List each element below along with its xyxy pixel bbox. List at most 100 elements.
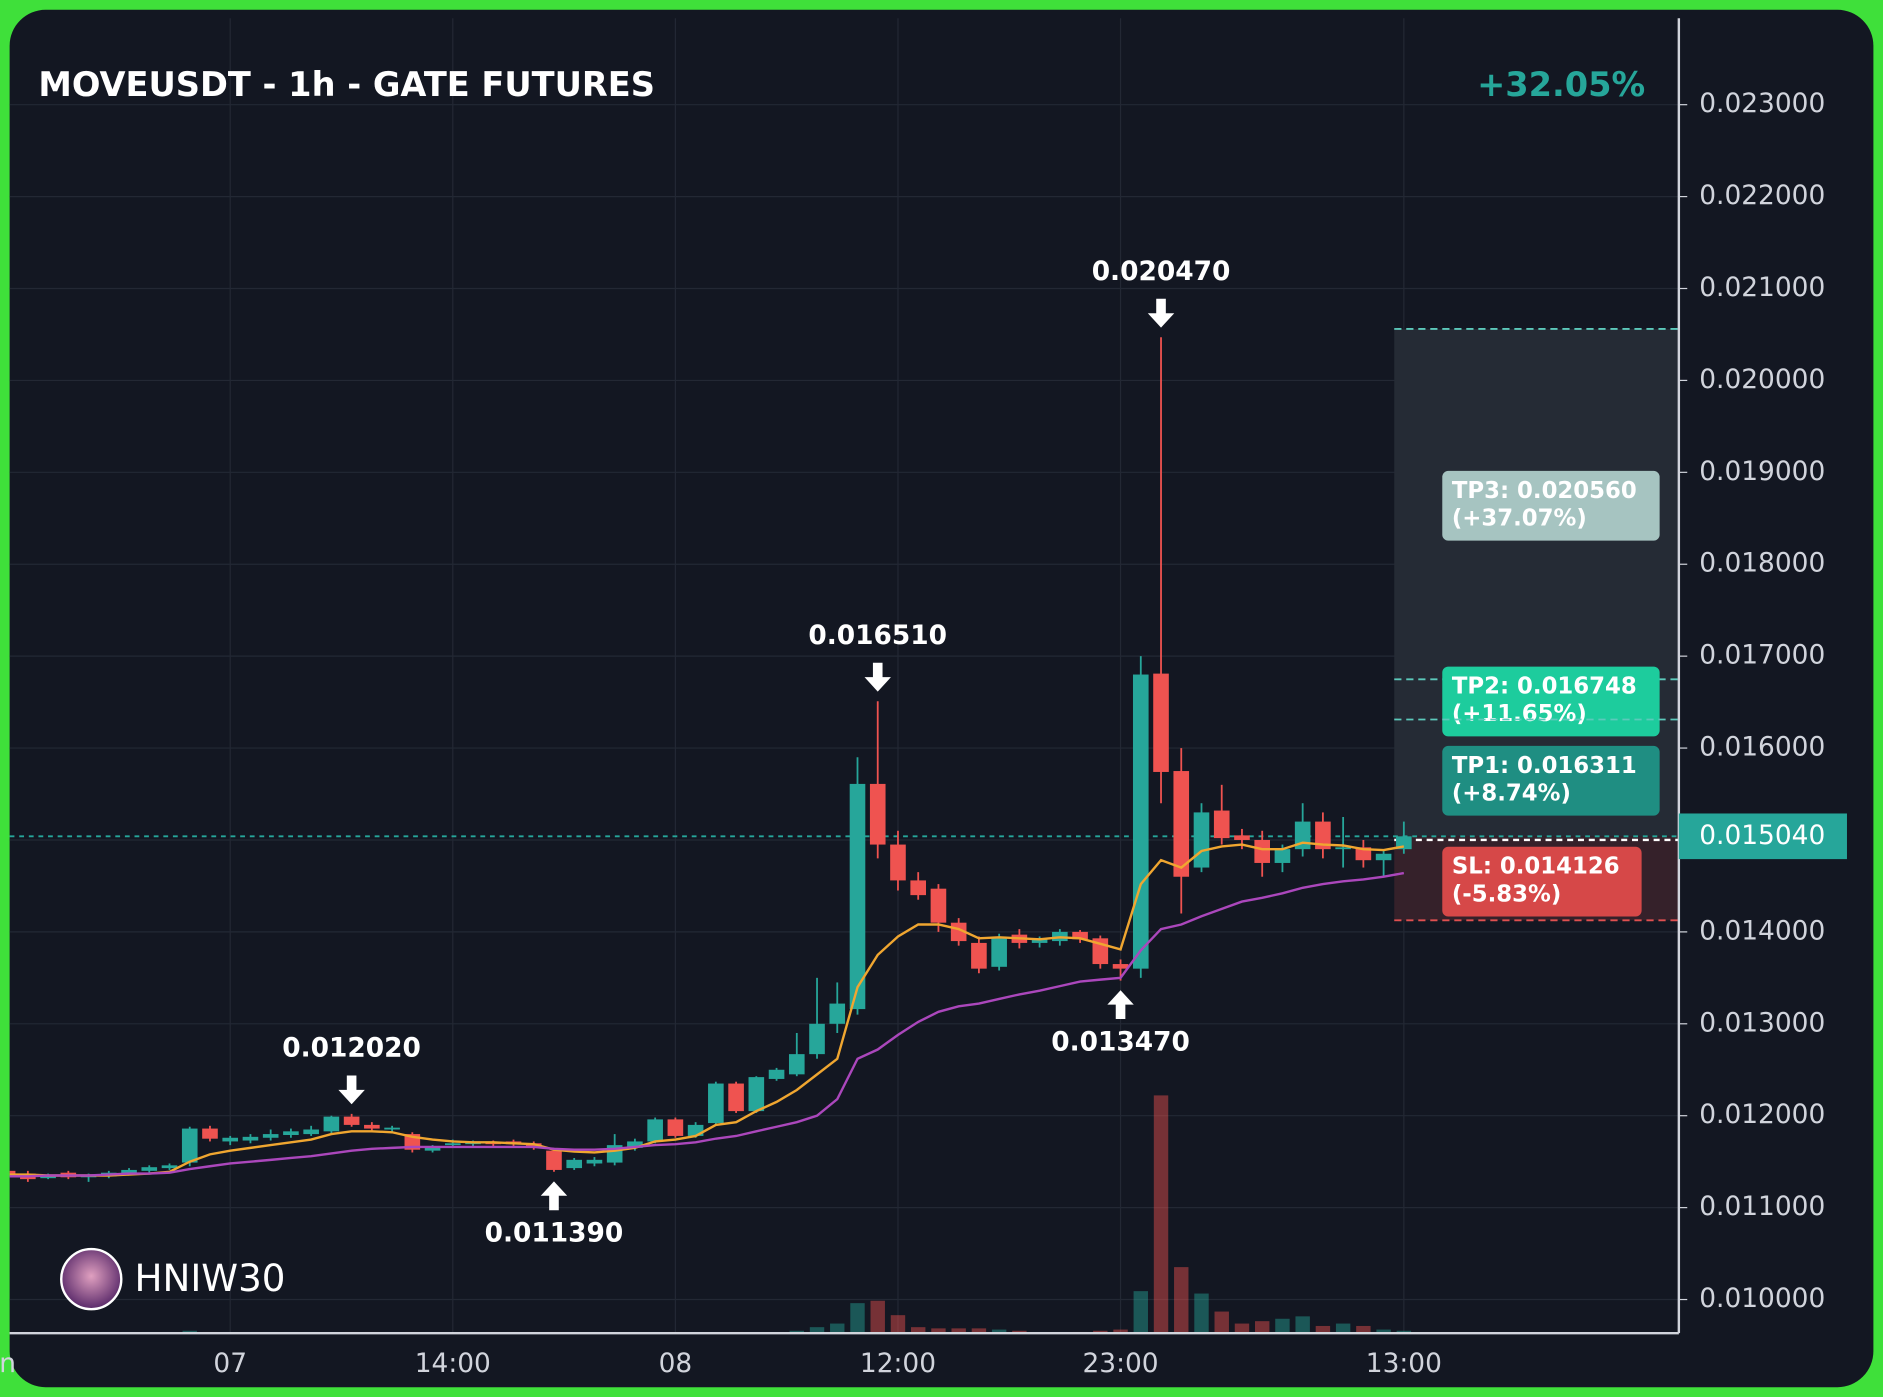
volume-bar [1335,1323,1351,1334]
volume-bar [890,1315,906,1334]
level-change: (+8.74%) [1452,780,1571,806]
volume-bar [1254,1321,1270,1334]
last-price-label: 0.015040 [1699,820,1825,851]
level-change: (-5.83%) [1452,881,1561,907]
ma-line [9,871,1405,1178]
candle-body [1274,849,1291,863]
x-tick-label: 13:00 [1366,1348,1442,1379]
volume-bar [870,1300,885,1334]
y-tick-label: 0.013000 [1699,1007,1825,1038]
candle-body [283,1131,299,1136]
volume-bar [1234,1323,1250,1334]
y-tick-label: 0.016000 [1699,732,1825,763]
candle-body [788,1054,805,1075]
volume-bar [850,1303,865,1334]
x-tick-label: 14:00 [415,1348,491,1379]
level-box [1442,846,1642,917]
x-tick-label: 23:00 [1082,1348,1158,1379]
volume-bar [1133,1291,1148,1334]
y-tick-label: 0.022000 [1699,180,1825,211]
annotation: 0.012020 [282,1033,421,1064]
level-change: (+37.07%) [1452,505,1587,531]
candle-body [242,1136,259,1141]
candle-body [1072,931,1088,940]
candle-body [1315,821,1331,850]
candle-body [444,1143,461,1146]
y-tick-label: 0.019000 [1699,456,1825,487]
candle-body [262,1134,279,1138]
candle-body [647,1119,663,1142]
volume-bar [1113,1329,1128,1334]
candle-body [869,783,886,845]
arrow [338,1075,365,1105]
x-tick-label: 08 [659,1348,693,1379]
y-tick-label: 0.012000 [1699,1099,1825,1130]
annotation: 0.016510 [808,620,947,651]
candle-body [384,1127,400,1130]
candle-body [708,1083,724,1124]
y-tick-label: 0.020000 [1699,364,1825,395]
candle-body [667,1119,684,1136]
x-tick-label: 07 [213,1348,247,1379]
candle-body [1335,847,1351,850]
candle-body [9,1170,16,1174]
candle-body [141,1167,158,1171]
annotation: 0.013470 [1051,1027,1190,1058]
arrow [864,662,891,692]
volume-bar [1194,1293,1209,1334]
volume-bar [1174,1267,1189,1334]
candle-body [1213,810,1230,839]
arrow [540,1181,568,1211]
volume-bar [910,1327,926,1334]
y-tick-label: 0.014000 [1699,915,1825,946]
y-tick-label: 0.011000 [1699,1191,1825,1222]
volume-bar [1214,1311,1229,1334]
candle-body [849,783,866,1010]
y-tick-label: 0.023000 [1699,88,1825,119]
x-tick-label: n [0,1348,16,1379]
candle-body [40,1176,56,1179]
volume-bar [1356,1325,1371,1334]
volume-bar [1275,1318,1290,1334]
candle-body [181,1128,198,1163]
volume-bar [931,1328,946,1334]
candle-body [586,1159,603,1164]
annotation: 0.011390 [485,1218,624,1249]
level-label: TP1: 0.016311 [1452,753,1637,779]
candle-body [343,1116,360,1125]
y-tick-label: 0.017000 [1699,640,1825,671]
candle-body [890,844,906,881]
arrow [1107,990,1134,1020]
level-change: (+11.65%) [1452,701,1587,727]
candle-body [1031,939,1048,943]
candle-body [161,1165,178,1169]
y-tick-label: 0.021000 [1699,272,1825,303]
position: TP3: 0.020560(+37.07%) TP2: 0.016748(+11.… [9,328,1679,922]
volume-bar [830,1323,845,1334]
candle-body [1193,812,1210,868]
candle-body [424,1147,441,1151]
candle-body [1112,964,1129,969]
candle-body [809,1023,825,1055]
candle-body [768,1069,785,1079]
candle-body [829,1003,846,1024]
candle-body [1132,674,1149,969]
volume-bar [971,1328,987,1334]
last-price-tag [1678,813,1847,860]
candle-body [1234,835,1250,840]
candle-body [202,1128,218,1139]
volume-bar [1376,1329,1391,1334]
candle-body [1153,673,1169,772]
chart-title: MOVEUSDT - 1h - GATE FUTURES [38,65,655,104]
candle-body [364,1124,380,1129]
level-box [1442,745,1660,816]
volume-bar [1295,1316,1310,1334]
moving-averages [9,841,1405,1178]
volume-bar [991,1329,1007,1334]
candle-body [121,1169,137,1174]
avatar [60,1247,123,1311]
level-label: TP3: 0.020560 [1452,478,1637,504]
y-tick-label: 0.018000 [1699,548,1825,579]
candle-body [991,936,1007,967]
